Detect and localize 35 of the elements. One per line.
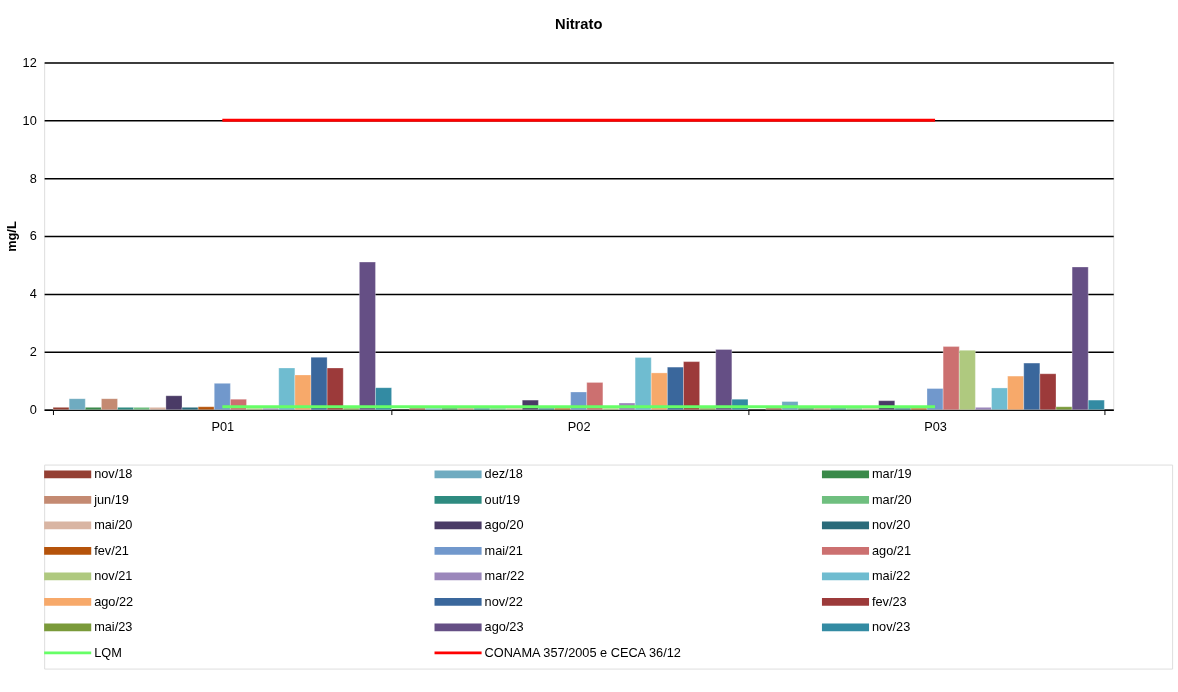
legend-label: fev/23 bbox=[871, 593, 907, 609]
legend-label: mai/23 bbox=[94, 619, 133, 635]
legend-label: mar/22 bbox=[484, 568, 525, 584]
legend-label: nov/18 bbox=[94, 466, 133, 482]
y-axis-title: mg/L bbox=[3, 221, 19, 252]
y-tick-label: 8 bbox=[29, 170, 37, 186]
legend-label: ago/22 bbox=[94, 593, 134, 609]
legend-label: nov/23 bbox=[871, 619, 911, 635]
legend-label: out/19 bbox=[484, 491, 520, 507]
legend-label: mai/21 bbox=[484, 542, 523, 558]
y-tick-label: 10 bbox=[22, 112, 37, 128]
legend-label: mar/20 bbox=[871, 491, 912, 507]
legend-label: mai/20 bbox=[94, 517, 133, 533]
legend-label: nov/22 bbox=[484, 593, 523, 609]
legend-label: ago/21 bbox=[871, 542, 911, 558]
y-tick-label: 12 bbox=[22, 54, 37, 70]
x-tick-label: P02 bbox=[567, 418, 591, 434]
legend-label: jun/19 bbox=[93, 491, 129, 507]
legend-label: CONAMA 357/2005 e CECA 36/12 bbox=[484, 644, 681, 660]
y-tick-label: 6 bbox=[29, 228, 37, 244]
y-tick-label: 0 bbox=[29, 402, 37, 418]
legend-label: dez/18 bbox=[484, 466, 523, 482]
legend-label: nov/20 bbox=[871, 517, 911, 533]
legend-label: mar/19 bbox=[871, 466, 912, 482]
legend-label: nov/21 bbox=[94, 568, 133, 584]
legend-label: ago/20 bbox=[484, 517, 524, 533]
x-tick-label: P03 bbox=[924, 418, 947, 434]
legend-label: fev/21 bbox=[94, 542, 129, 558]
legend-label: mai/22 bbox=[871, 568, 911, 584]
chart-title: Nitrato bbox=[555, 16, 603, 33]
legend-label: ago/23 bbox=[484, 619, 524, 635]
y-tick-label: 2 bbox=[29, 344, 37, 360]
x-tick-label: P01 bbox=[211, 418, 235, 434]
y-tick-label: 4 bbox=[29, 286, 37, 302]
legend-label: LQM bbox=[94, 644, 122, 660]
